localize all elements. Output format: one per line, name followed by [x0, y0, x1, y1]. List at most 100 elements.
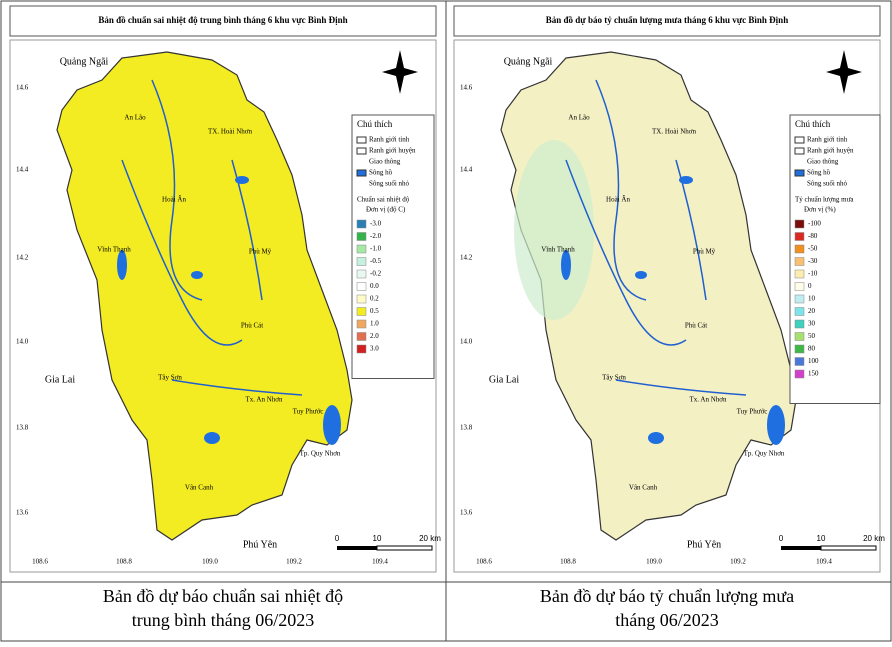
layer-label: Giao thông	[807, 158, 839, 166]
class-swatch	[356, 257, 367, 266]
lake	[679, 176, 693, 184]
lat-tick: 13.6	[460, 509, 473, 517]
layer-swatch	[357, 159, 366, 165]
class-swatch	[794, 282, 805, 291]
lon-tick: 108.8	[116, 558, 132, 566]
place-label: TX. Hoài Nhơn	[208, 128, 252, 136]
legend-scale-title: Tỷ chuẩn lượng mưa	[795, 196, 854, 204]
river	[675, 159, 707, 301]
lon-tick: 109.2	[286, 558, 302, 566]
layer-label: Sông hồ	[369, 169, 393, 177]
place-label: Phù Mỹ	[249, 248, 272, 256]
class-label: -0.2	[370, 270, 382, 278]
province	[56, 51, 353, 541]
class-swatch	[356, 344, 367, 354]
place-label: Tây Sơn	[602, 374, 626, 382]
class-label: 0.5	[370, 307, 379, 315]
class-swatch	[356, 232, 367, 241]
lat-tick: 14.6	[16, 84, 29, 92]
place-label: An Lão	[568, 114, 590, 122]
lake	[561, 250, 571, 280]
layer-swatch	[357, 181, 366, 187]
lon-tick: 108.6	[32, 558, 48, 566]
lat-tick: 14.0	[16, 338, 29, 346]
layer-label: Ranh giới tỉnh	[807, 136, 848, 144]
scale-bar	[820, 545, 877, 551]
lon-tick: 109.4	[816, 558, 832, 566]
scale-label: 10	[373, 534, 382, 543]
caption: Bản đồ dự báo tỷ chuẩn lượng mưa	[540, 586, 794, 606]
map-title: Bản đồ chuẩn sai nhiệt độ trung bình thá…	[98, 15, 347, 25]
class-swatch	[794, 232, 805, 241]
layer-label: Sông hồ	[807, 169, 831, 177]
class-label: 0	[808, 282, 812, 290]
place-label: An Lão	[124, 114, 146, 122]
layer-swatch	[356, 169, 367, 177]
class-label: 150	[808, 370, 819, 378]
river	[151, 79, 203, 301]
river	[231, 159, 263, 301]
legend-unit: Đơn vị (độ C)	[366, 206, 406, 214]
layer-label: Ranh giới huyện	[369, 147, 416, 155]
place-label: Quảng Ngãi	[60, 56, 109, 67]
class-swatch	[356, 244, 367, 254]
lat-tick: 14.2	[16, 254, 29, 262]
layer-swatch	[356, 136, 367, 144]
place-label: Vĩnh Thạnh	[541, 246, 575, 254]
layer-label: Ranh giới huyện	[807, 147, 854, 155]
river	[171, 379, 303, 396]
place-label: Tp. Quy Nhơn	[744, 450, 785, 458]
class-swatch	[794, 244, 805, 254]
legend-scale-title: Chuẩn sai nhiệt độ	[357, 196, 410, 204]
river	[565, 159, 687, 346]
class-label: -3.0	[370, 220, 382, 228]
place-label: Phù Cát	[685, 322, 707, 330]
class-label: 0.0	[370, 282, 379, 290]
lake	[767, 405, 785, 445]
lat-tick: 13.8	[460, 424, 473, 432]
scale-label: 20 km	[863, 534, 885, 543]
scale-bar	[781, 546, 821, 550]
lat-tick: 14.4	[460, 166, 473, 174]
class-label: 3.0	[370, 345, 379, 353]
place-label: Quảng Ngãi	[504, 56, 553, 67]
class-label: -1.0	[370, 245, 382, 253]
title-box	[453, 5, 881, 37]
legend-unit: Đơn vị (%)	[804, 206, 836, 214]
place-label: Tây Sơn	[158, 374, 182, 382]
lon-tick: 108.8	[560, 558, 576, 566]
legend-title: Chú thích	[795, 119, 831, 129]
river	[121, 159, 243, 346]
scale-label: 0	[779, 534, 784, 543]
class-swatch	[794, 344, 805, 354]
class-label: 20	[808, 307, 816, 315]
place-label: Phù Cát	[241, 322, 263, 330]
caption: trung bình tháng 06/2023	[132, 610, 315, 630]
class-label: 50	[808, 332, 816, 340]
class-label: -2.0	[370, 232, 382, 240]
class-label: -0.5	[370, 257, 382, 265]
class-label: 0.2	[370, 295, 379, 303]
caption: tháng 06/2023	[615, 610, 719, 630]
place-label: Vĩnh Thạnh	[97, 246, 131, 254]
layer-swatch	[794, 147, 805, 155]
scale-label: 10	[817, 534, 826, 543]
class-label: 100	[808, 357, 819, 365]
lon-tick: 109.2	[730, 558, 746, 566]
compass	[826, 50, 862, 94]
lon-tick: 109.4	[372, 558, 388, 566]
wet-zone	[514, 140, 594, 320]
lon-tick: 109.0	[646, 558, 662, 566]
class-swatch	[356, 319, 367, 329]
legend-title: Chú thích	[357, 119, 393, 129]
lake	[235, 176, 249, 184]
scale-bar	[376, 545, 433, 551]
compass	[382, 50, 418, 94]
place-label: Gia Lai	[489, 374, 519, 385]
layer-label: Sông suối nhỏ	[807, 180, 848, 188]
place-label: Tuy Phước	[737, 408, 768, 416]
river	[595, 79, 647, 301]
lake	[117, 250, 127, 280]
place-label: Hoài Ân	[606, 196, 630, 204]
